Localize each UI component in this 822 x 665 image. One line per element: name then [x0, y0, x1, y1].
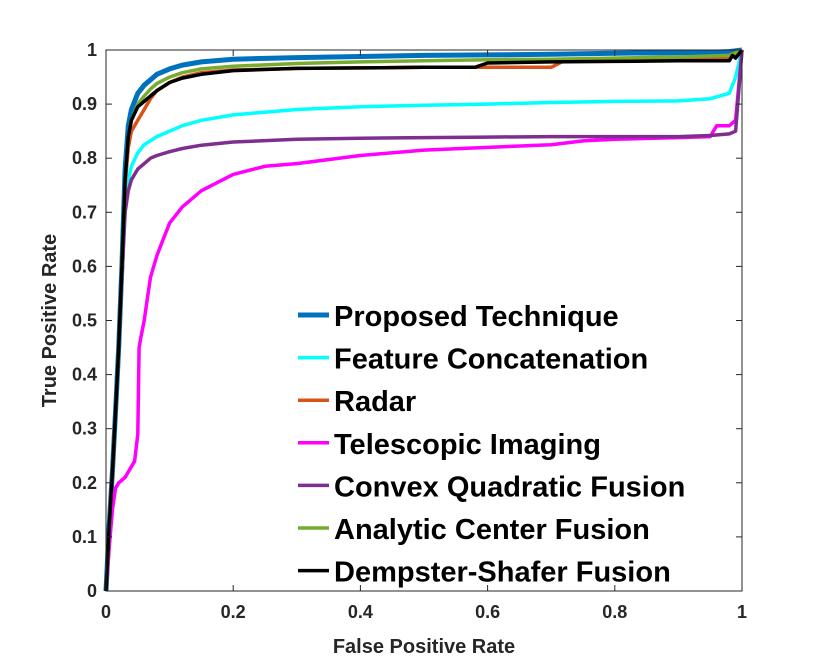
y-axis-label: True Positive Rate: [39, 234, 61, 407]
legend-label-6: Analytic Center Fusion: [334, 514, 650, 546]
x-tick-label: 0.6: [475, 602, 500, 622]
series-line-7: [104, 48, 744, 592]
y-tick-label: 0.3: [72, 419, 97, 439]
y-tick-label: 0.4: [72, 365, 97, 385]
x-tick-label: 0.4: [348, 602, 373, 622]
x-tick-label: 0: [101, 602, 111, 622]
y-tick-label: 0: [87, 581, 97, 601]
legend-label-7: Dempster-Shafer Fusion: [334, 557, 671, 589]
y-tick-label: 1: [87, 40, 97, 60]
y-tick-label: 0.1: [72, 527, 97, 547]
x-tick-label: 0.8: [602, 602, 627, 622]
axes-layer: [105, 49, 743, 592]
series-layer: [103, 47, 744, 592]
y-tick-label: 0.2: [72, 473, 97, 493]
y-tick-label: 0.8: [72, 148, 97, 168]
y-tick-label: 0.7: [72, 202, 97, 222]
x-tick-label: 1: [737, 602, 747, 622]
legend-label-2: Feature Concatenation: [334, 344, 648, 376]
x-tick-label: 0.2: [221, 602, 246, 622]
y-tick-label: 0.6: [72, 256, 97, 276]
y-tick-label: 0.5: [72, 311, 97, 331]
x-axis-label: False Positive Rate: [333, 636, 515, 658]
legend-label-4: Telescopic Imaging: [334, 429, 601, 461]
legend-label-3: Radar: [334, 386, 416, 418]
y-tick-label: 0.9: [72, 94, 97, 114]
legend-label-5: Convex Quadratic Fusion: [334, 471, 685, 503]
tick-labels: 0 0.2 0.4 0.6 0.8 1 0 0.1 0.2 0.3 0.4 0.5 0.6 0.7 0.8 0…: [72, 40, 747, 622]
legend: Proposed Technique Feature Concatenation R…: [298, 301, 685, 589]
legend-label-1: Proposed Technique: [334, 301, 619, 333]
